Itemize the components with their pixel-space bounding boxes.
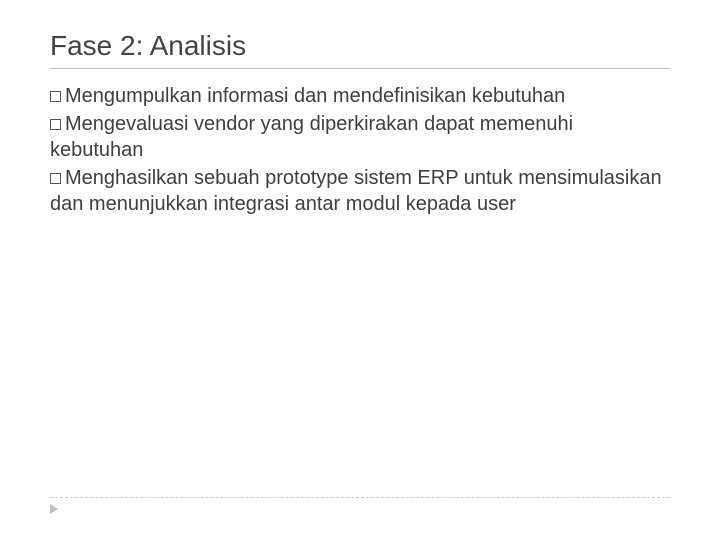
bullet-item: Mengumpulkan informasi dan mendefinisika… (50, 83, 670, 109)
arrow-right-icon (50, 504, 58, 514)
square-bullet-icon (50, 173, 61, 184)
bullet-item: Mengevaluasi vendor yang diperkirakan da… (50, 111, 670, 163)
slide-body: Mengumpulkan informasi dan mendefinisika… (50, 83, 670, 217)
bullet-text: Mengumpulkan informasi dan mendefinisika… (65, 85, 565, 107)
slide-title: Fase 2: Analisis (50, 30, 670, 69)
slide: Fase 2: Analisis Mengumpulkan informasi … (0, 0, 720, 540)
footer-divider (50, 497, 670, 512)
bullet-item: Menghasilkan sebuah prototype sistem ERP… (50, 165, 670, 217)
bullet-text: Menghasilkan sebuah prototype sistem ERP… (50, 167, 662, 215)
square-bullet-icon (50, 119, 61, 130)
square-bullet-icon (50, 91, 61, 102)
bullet-text: Mengevaluasi vendor yang diperkirakan da… (50, 113, 573, 161)
